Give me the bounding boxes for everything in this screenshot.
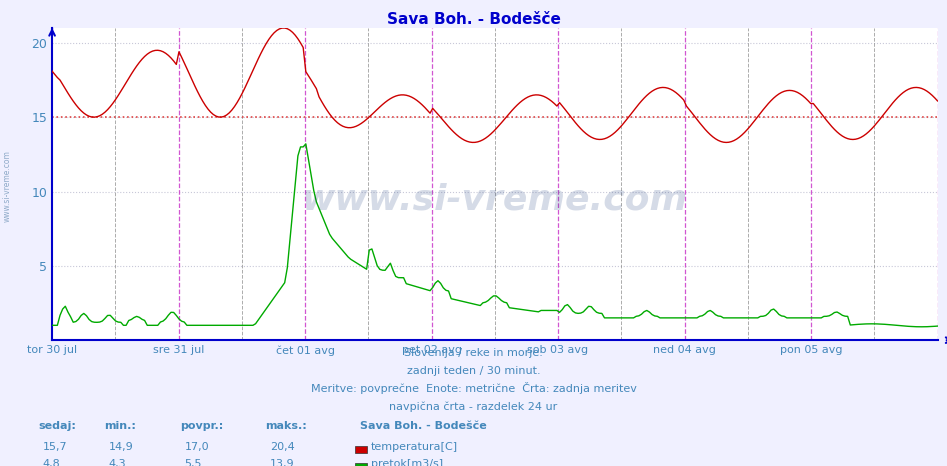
Text: Meritve: povprečne  Enote: metrične  Črta: zadnja meritev: Meritve: povprečne Enote: metrične Črta:… <box>311 382 636 394</box>
Text: Slovenija / reke in morje.: Slovenija / reke in morje. <box>404 349 543 358</box>
Text: pretok[m3/s]: pretok[m3/s] <box>371 459 443 466</box>
Text: 17,0: 17,0 <box>185 442 209 452</box>
Text: 15,7: 15,7 <box>43 442 67 452</box>
Text: temperatura[C]: temperatura[C] <box>371 442 458 452</box>
Text: maks.:: maks.: <box>265 421 307 431</box>
Text: 20,4: 20,4 <box>270 442 295 452</box>
Text: Sava Boh. - Bodešče: Sava Boh. - Bodešče <box>386 12 561 27</box>
Text: Sava Boh. - Bodešče: Sava Boh. - Bodešče <box>360 421 487 431</box>
Text: 4,8: 4,8 <box>43 459 61 466</box>
Text: 5,5: 5,5 <box>185 459 202 466</box>
Text: sedaj:: sedaj: <box>38 421 76 431</box>
Text: 13,9: 13,9 <box>270 459 295 466</box>
Text: 4,3: 4,3 <box>109 459 127 466</box>
Text: povpr.:: povpr.: <box>180 421 223 431</box>
Text: www.si-vreme.com: www.si-vreme.com <box>302 183 688 217</box>
Text: 14,9: 14,9 <box>109 442 134 452</box>
Text: www.si-vreme.com: www.si-vreme.com <box>3 151 12 222</box>
Text: zadnji teden / 30 minut.: zadnji teden / 30 minut. <box>406 366 541 376</box>
Text: min.:: min.: <box>104 421 136 431</box>
Text: navpična črta - razdelek 24 ur: navpična črta - razdelek 24 ur <box>389 401 558 411</box>
